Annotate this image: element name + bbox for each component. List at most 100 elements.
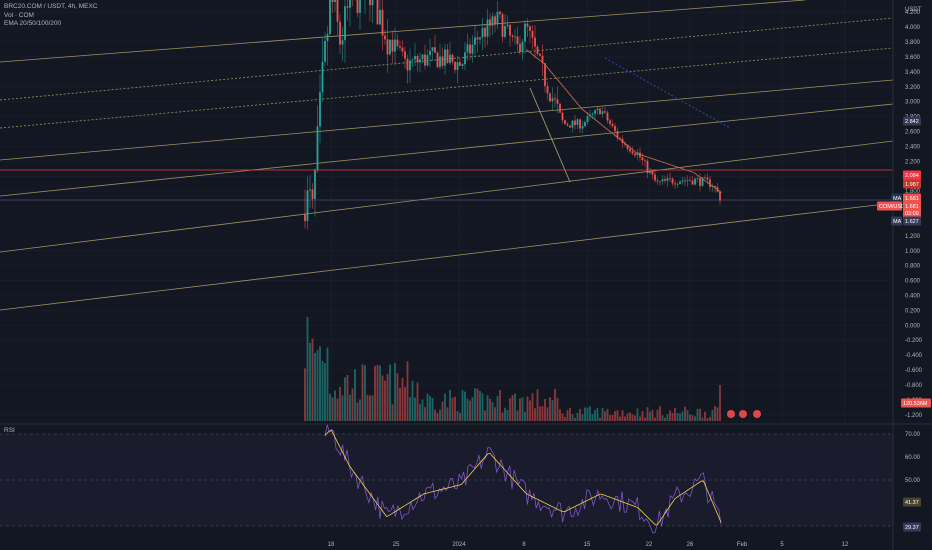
volume-bar <box>389 364 391 421</box>
candle <box>416 56 419 63</box>
rsi-pane <box>0 423 932 534</box>
volume-bar <box>326 347 329 421</box>
candle <box>471 44 474 54</box>
candle <box>664 179 666 181</box>
volume-bar <box>474 388 476 421</box>
tag-countdown-bg <box>903 208 921 218</box>
tag-resistance-low-bg <box>903 179 921 189</box>
candle <box>396 39 399 47</box>
legend-ema[interactable]: EMA 20/50/100/200 <box>4 20 62 27</box>
overlays <box>0 49 893 201</box>
volume-bar <box>634 415 636 421</box>
price-tick: -0.400 <box>905 353 923 359</box>
volume-bar <box>549 397 551 421</box>
price-tick: 1.200 <box>905 234 921 240</box>
volume-bar <box>404 386 406 421</box>
candle <box>469 44 471 54</box>
volume-bar <box>469 400 471 421</box>
candle <box>526 23 529 27</box>
rsi-legend[interactable]: RSI <box>4 427 15 434</box>
candle <box>451 54 454 62</box>
candle <box>431 47 434 51</box>
candle <box>324 40 326 62</box>
volume-bar <box>581 414 584 421</box>
volume-bar <box>451 397 454 421</box>
volume-bar <box>679 413 681 421</box>
volume-bar <box>591 414 594 421</box>
legend-symbol[interactable]: BRC20.COM / USDT, 4h, MEXC <box>4 3 98 10</box>
channel-lines <box>0 0 894 311</box>
candle <box>654 174 656 181</box>
volume-bar <box>691 415 694 421</box>
legend-volume[interactable]: Vol · COM <box>4 11 34 19</box>
volume-bar <box>511 395 514 421</box>
candle <box>701 177 704 186</box>
chart-legend: BRC20.COM / USDT, 4h, MEXC Vol · COM EMA… <box>4 3 98 29</box>
time-tick: 22 <box>646 542 653 548</box>
candle <box>544 63 546 87</box>
candle <box>401 47 404 52</box>
candle <box>466 44 469 53</box>
candle <box>626 144 629 149</box>
candle <box>336 0 339 22</box>
price-tick: 0.800 <box>905 264 921 270</box>
candle <box>331 0 334 3</box>
tag-resistance-high-bg <box>903 170 921 180</box>
volume-bar <box>586 407 589 421</box>
volume-bar <box>341 395 344 421</box>
volume-bar <box>409 397 411 421</box>
candle <box>314 169 316 199</box>
volume-bars <box>304 317 761 421</box>
candle <box>629 148 631 152</box>
rsi-ma-line <box>324 430 722 526</box>
volume-bar <box>454 396 456 421</box>
volume-bar <box>459 412 461 421</box>
tag-ma-label-bg <box>891 216 902 226</box>
price-tick: 2.400 <box>905 144 921 150</box>
volume-bar <box>576 412 579 421</box>
volume-bar <box>431 397 434 421</box>
volume-bar <box>541 406 544 421</box>
candle <box>349 0 351 8</box>
candle <box>551 98 554 102</box>
candle <box>479 37 481 40</box>
volume-bar <box>484 410 486 421</box>
volume-bar <box>349 394 351 421</box>
candle <box>669 178 671 179</box>
candle <box>611 123 614 127</box>
candles <box>304 0 721 230</box>
candle <box>434 47 436 53</box>
volume-bar <box>509 398 511 421</box>
candle <box>616 130 619 138</box>
time-tick: 2024 <box>452 542 466 548</box>
volume-bar <box>351 388 354 421</box>
candle <box>676 183 679 185</box>
candle <box>684 180 686 182</box>
volume-bar <box>709 416 711 421</box>
volume-bar <box>379 365 381 421</box>
candle <box>441 56 444 66</box>
volume-bar <box>304 368 306 421</box>
volume-bar <box>659 406 661 421</box>
price-tick: 4.000 <box>905 25 921 31</box>
candle <box>476 37 479 40</box>
rsi-line <box>324 424 722 534</box>
candle <box>549 93 551 102</box>
volume-bar <box>376 364 379 421</box>
candle <box>369 0 371 6</box>
candle <box>341 40 344 45</box>
volume-bar <box>676 412 679 421</box>
candle <box>519 43 521 53</box>
tag-last-price-small: 1.681 <box>905 204 919 210</box>
candle <box>574 120 576 125</box>
volume-bar <box>481 393 484 421</box>
volume-bar <box>439 409 441 421</box>
candle <box>344 6 346 41</box>
price-tick: 1.800 <box>905 189 921 195</box>
volume-bar <box>656 409 659 421</box>
volume-bar <box>606 408 609 421</box>
candle <box>614 126 616 131</box>
volume-bar <box>354 369 356 421</box>
volume-bar <box>489 398 491 421</box>
